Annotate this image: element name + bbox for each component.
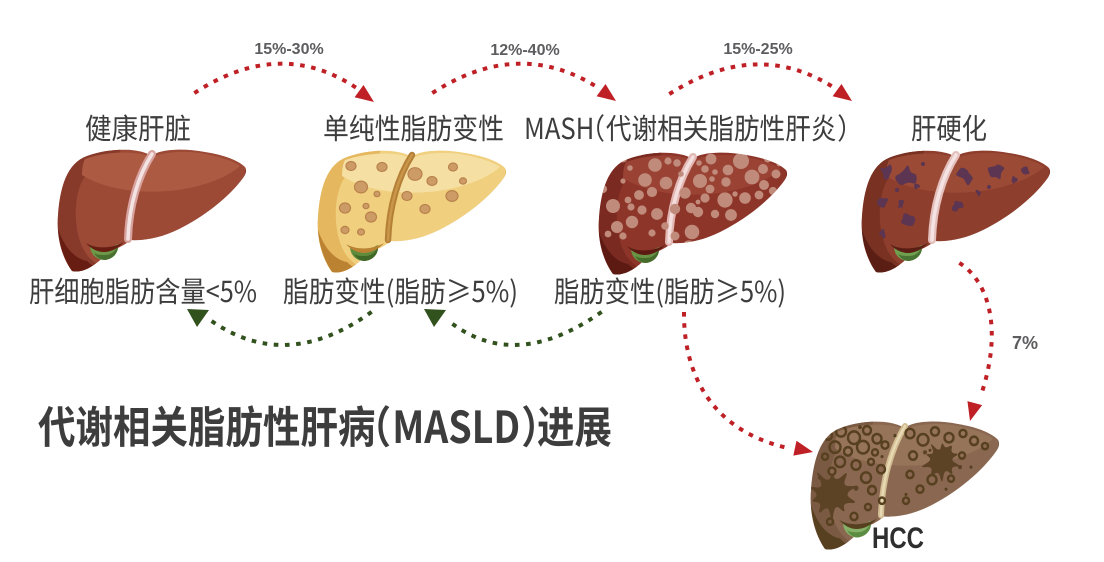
svg-text:HCC: HCC <box>872 522 924 555</box>
svg-text:15%-30%: 15%-30% <box>254 41 323 58</box>
svg-text:12%-40%: 12%-40% <box>490 42 559 59</box>
svg-text:7%: 7% <box>1012 333 1038 353</box>
svg-text:15%-25%: 15%-25% <box>723 41 792 58</box>
